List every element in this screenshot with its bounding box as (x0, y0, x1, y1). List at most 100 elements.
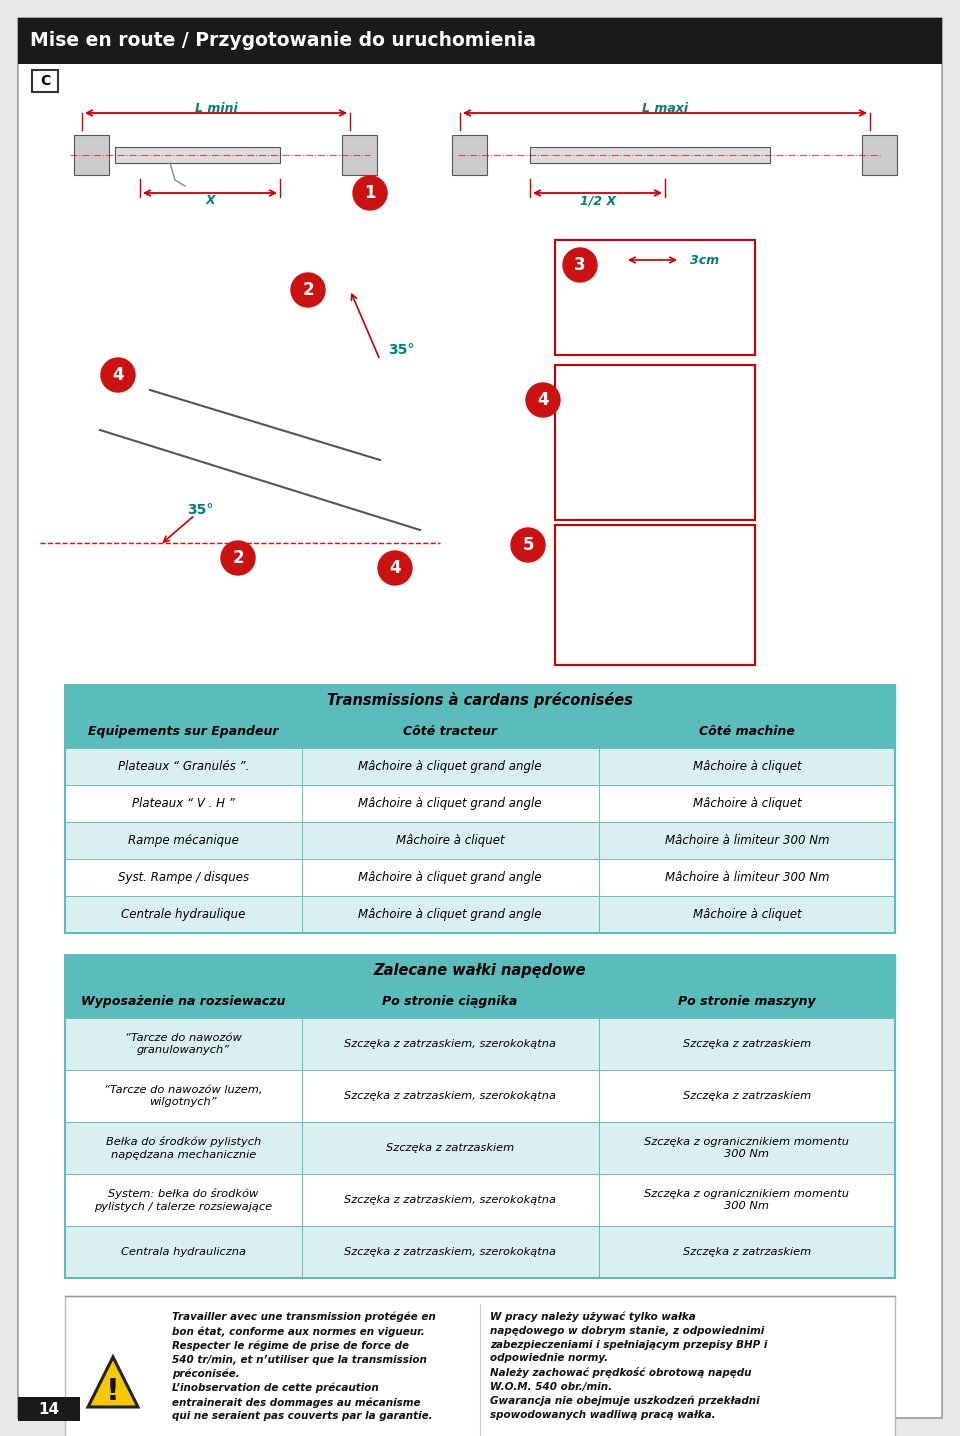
Text: Szczęka z zatrzaskiem, szerokokątna: Szczęka z zatrzaskiem, szerokokątna (344, 1091, 556, 1101)
Bar (65, 1226, 301, 1278)
Text: Szczęka z zatrzaskiem: Szczęka z zatrzaskiem (683, 1040, 811, 1050)
Bar (115, 146, 280, 164)
Text: “Tarcze do nawozów luzem,
wilgotnych”: “Tarcze do nawozów luzem, wilgotnych” (104, 1084, 262, 1107)
Bar (599, 1018, 895, 1070)
Bar (599, 896, 895, 933)
Text: Szczęka z zatrzaskiem, szerokokątna: Szczęka z zatrzaskiem, szerokokątna (344, 1040, 556, 1050)
Bar (65, 1070, 301, 1122)
Text: Szczęka z zatrzaskiem: Szczęka z zatrzaskiem (683, 1091, 811, 1101)
Bar (599, 1122, 895, 1175)
Bar (65, 859, 301, 896)
Bar (599, 1175, 895, 1226)
Text: Szczęka z ogranicznikiem momentu
300 Nm: Szczęka z ogranicznikiem momentu 300 Nm (644, 1189, 850, 1212)
Bar (301, 896, 599, 933)
Bar (32, 70, 58, 92)
Bar (65, 685, 895, 933)
Bar (65, 955, 895, 985)
Text: L maxi: L maxi (642, 102, 688, 115)
Text: System: bełka do środków
pylistych / talerze rozsiewające: System: bełka do środków pylistych / tal… (94, 1188, 273, 1212)
Circle shape (563, 248, 597, 281)
Text: 3cm: 3cm (690, 254, 719, 267)
Bar (862, 135, 897, 175)
Bar (555, 240, 755, 355)
Bar (452, 135, 487, 175)
Bar (530, 146, 770, 164)
Text: Mâchoire à cliquet grand angle: Mâchoire à cliquet grand angle (358, 908, 541, 920)
Text: “Tarcze do nawozów
granulowanych”: “Tarcze do nawozów granulowanych” (125, 1032, 242, 1055)
Text: Centrale hydraulique: Centrale hydraulique (121, 908, 246, 920)
Text: Mise en route / Przygotowanie do uruchomienia: Mise en route / Przygotowanie do uruchom… (30, 32, 536, 50)
Text: Szczęka z zatrzaskiem, szerokokątna: Szczęka z zatrzaskiem, szerokokątna (344, 1195, 556, 1205)
Bar (599, 785, 895, 821)
Text: Szczęka z zatrzaskiem: Szczęka z zatrzaskiem (386, 1143, 515, 1153)
Bar (301, 1070, 599, 1122)
Bar (301, 985, 599, 1018)
Text: 1: 1 (364, 184, 375, 202)
Bar (18, 19, 942, 65)
Bar (301, 859, 599, 896)
Text: Transmissions à cardans préconisées: Transmissions à cardans préconisées (327, 692, 633, 708)
Text: Mâchoire à cliquet: Mâchoire à cliquet (396, 834, 504, 847)
Bar (74, 135, 109, 175)
Text: 4: 4 (389, 559, 401, 577)
Text: 5: 5 (522, 536, 534, 554)
Circle shape (101, 358, 135, 392)
Bar (301, 785, 599, 821)
Polygon shape (88, 1357, 138, 1407)
Bar (65, 1175, 301, 1226)
Circle shape (291, 273, 325, 307)
Text: Mâchoire à limiteur 300 Nm: Mâchoire à limiteur 300 Nm (664, 872, 829, 885)
Text: !: ! (106, 1377, 120, 1406)
Text: 2: 2 (232, 549, 244, 567)
Bar (599, 1226, 895, 1278)
Bar (301, 1122, 599, 1175)
Circle shape (511, 528, 545, 561)
Bar (65, 985, 301, 1018)
Text: C: C (40, 75, 50, 88)
Bar (28, 65, 933, 669)
Text: W pracy należy używać tylko wałka
napędowego w dobrym stanie, z odpowiednimi
zab: W pracy należy używać tylko wałka napędo… (490, 1313, 767, 1420)
Circle shape (353, 177, 387, 210)
Text: Wyposażenie na rozsiewaczu: Wyposażenie na rozsiewaczu (81, 995, 285, 1008)
Bar (301, 1018, 599, 1070)
Text: Travailler avec une transmission protégée en
bon état, conforme aux normes en vi: Travailler avec une transmission protégé… (172, 1313, 436, 1422)
Text: Szczęka z zatrzaskiem: Szczęka z zatrzaskiem (683, 1246, 811, 1256)
Text: Centrala hydrauliczna: Centrala hydrauliczna (121, 1246, 246, 1256)
Bar (599, 859, 895, 896)
Text: 4: 4 (112, 366, 124, 383)
Text: Côté machine: Côté machine (699, 725, 795, 738)
Bar (65, 785, 301, 821)
Bar (301, 748, 599, 785)
Text: Equipements sur Epandeur: Equipements sur Epandeur (88, 725, 278, 738)
Text: Szczęka z zatrzaskiem, szerokokątna: Szczęka z zatrzaskiem, szerokokątna (344, 1246, 556, 1256)
Bar (342, 135, 377, 175)
Text: Po stronie maszyny: Po stronie maszyny (678, 995, 816, 1008)
Bar (599, 748, 895, 785)
Bar (65, 748, 301, 785)
Bar (65, 896, 301, 933)
Text: Mâchoire à cliquet: Mâchoire à cliquet (692, 908, 802, 920)
Text: Zalecane wałki napędowe: Zalecane wałki napędowe (373, 962, 587, 978)
Bar (301, 1175, 599, 1226)
Circle shape (526, 383, 560, 416)
Text: Mâchoire à cliquet grand angle: Mâchoire à cliquet grand angle (358, 797, 541, 810)
Text: 3: 3 (574, 256, 586, 274)
Text: 2: 2 (302, 281, 314, 299)
Bar (65, 1297, 895, 1436)
Text: Szczęka z ogranicznikiem momentu
300 Nm: Szczęka z ogranicznikiem momentu 300 Nm (644, 1137, 850, 1159)
Text: Côté tracteur: Côté tracteur (403, 725, 497, 738)
Bar (599, 1070, 895, 1122)
Bar (65, 1018, 301, 1070)
Bar (555, 526, 755, 665)
Text: X: X (205, 194, 215, 207)
Text: Plateaux “ Granulés ”.: Plateaux “ Granulés ”. (117, 760, 249, 773)
Text: 35°: 35° (388, 343, 415, 358)
Text: 14: 14 (38, 1402, 60, 1416)
Bar (65, 1122, 301, 1175)
Bar (301, 1226, 599, 1278)
Text: Mâchoire à cliquet: Mâchoire à cliquet (692, 760, 802, 773)
Bar (65, 821, 301, 859)
Text: 4: 4 (538, 391, 549, 409)
Bar (18, 1397, 80, 1422)
Circle shape (221, 541, 255, 574)
